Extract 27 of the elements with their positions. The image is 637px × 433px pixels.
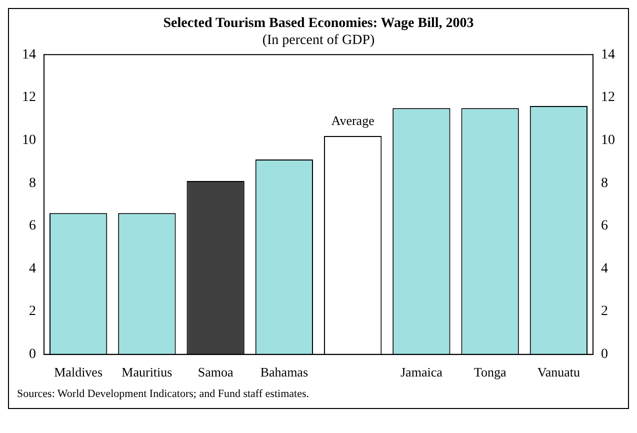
- x-tick-label: Samoa: [198, 364, 234, 380]
- y2-tick-label: 0: [601, 347, 608, 362]
- y-tick-label: 2: [29, 304, 36, 320]
- x-tick-label: Bahamas: [260, 364, 308, 380]
- chart-subtitle: (In percent of GDP): [262, 32, 376, 48]
- x-tick-label: Jamaica: [400, 364, 443, 380]
- y-tick-label: 12: [22, 90, 36, 106]
- y2-tick-label: 10: [601, 132, 615, 148]
- data-label: Average: [331, 112, 375, 128]
- x-tick-label: Vanuatu: [537, 364, 580, 380]
- y2-tick-label: 8: [601, 176, 608, 191]
- chart-title: Selected Tourism Based Economies: Wage Bill, 2003: [163, 16, 474, 32]
- source-note: Sources: World Development Indicators; and Fund staff estimates.: [16, 387, 310, 402]
- y-tick-label: 14: [22, 47, 36, 62]
- y-tick-label: 0: [29, 347, 36, 362]
- x-tick-label: Tonga: [474, 364, 506, 380]
- y2-tick-label: 6: [601, 218, 608, 234]
- y-tick-label: 8: [29, 176, 36, 191]
- y-tick-label: 10: [22, 132, 36, 148]
- y2-tick-label: 4: [601, 261, 608, 276]
- x-tick-label: Maldives: [54, 364, 103, 380]
- y2-tick-label: 2: [601, 304, 608, 320]
- y-tick-label: 6: [29, 218, 36, 234]
- y2-tick-label: 14: [601, 47, 615, 62]
- y-tick-label: 4: [29, 261, 36, 276]
- y2-tick-label: 12: [601, 90, 615, 106]
- x-tick-label: Mauritius: [122, 364, 172, 380]
